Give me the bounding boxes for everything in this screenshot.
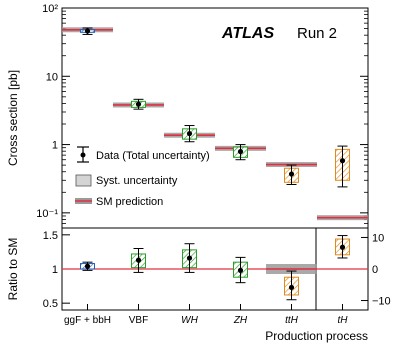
ratio-data-point: [288, 284, 295, 291]
top-y-tick-label: 10: [46, 71, 58, 83]
bottom-y-axis-title: Ratio to SM: [6, 238, 20, 301]
x-tick-label: ttH: [285, 315, 299, 326]
x-tick-label: WH: [181, 315, 198, 326]
legend-sm-label: SM prediction: [96, 196, 163, 208]
legend-data-marker: [80, 152, 86, 158]
legend-syst-label: Syst. uncertainty: [96, 175, 178, 187]
bottom-y-tick-label: 1: [52, 264, 58, 276]
data-point: [237, 148, 244, 155]
legend: Data (Total uncertainty) Syst. uncertain…: [75, 146, 210, 208]
atlas-label: ATLAS: [221, 25, 274, 42]
top-y-tick-label: 10⁻¹: [36, 208, 58, 220]
right-y-tick-label: −10: [372, 296, 391, 308]
legend-syst-swatch: [75, 174, 92, 187]
x-axis-title: Production process: [265, 329, 368, 343]
ratio-data-point: [186, 255, 193, 261]
top-axis-ticks: [62, 7, 368, 229]
x-tick-label: tH: [338, 315, 349, 326]
x-tick-label: ZH: [233, 315, 248, 326]
data-point: [339, 158, 346, 164]
data-point: [186, 130, 193, 137]
bottom-y-tick-label: 0.5: [43, 298, 58, 310]
ratio-data-point: [84, 263, 91, 269]
x-tick-label: VBF: [129, 315, 148, 326]
top-y-tick-label: 10²: [42, 3, 58, 15]
run-label: Run 2: [297, 25, 337, 42]
right-y-tick-label: 10: [372, 232, 384, 244]
top-y-axis-title: Cross section [pb]: [6, 70, 20, 166]
data-point: [288, 171, 295, 177]
bottom-axis-ticks: [62, 234, 368, 310]
tick-labels: 10² 10 1 10⁻¹ 0.5 1 1.5 10 0 −10 ggF + bbH VBF WH ZH t…: [36, 3, 390, 326]
bottom-y-tick-label: 1.5: [43, 230, 58, 242]
right-y-tick-label: 0: [372, 264, 378, 276]
legend-data-label: Data (Total uncertainty): [96, 150, 210, 162]
data-marks: [62, 27, 368, 301]
ratio-data-point: [237, 267, 244, 273]
x-tick-label: ggF + bbH: [64, 315, 111, 326]
data-point: [135, 101, 142, 107]
top-y-tick-label: 1: [52, 140, 58, 152]
ratio-data-point: [339, 244, 346, 250]
ratio-data-point: [135, 257, 142, 263]
data-point: [84, 28, 91, 34]
